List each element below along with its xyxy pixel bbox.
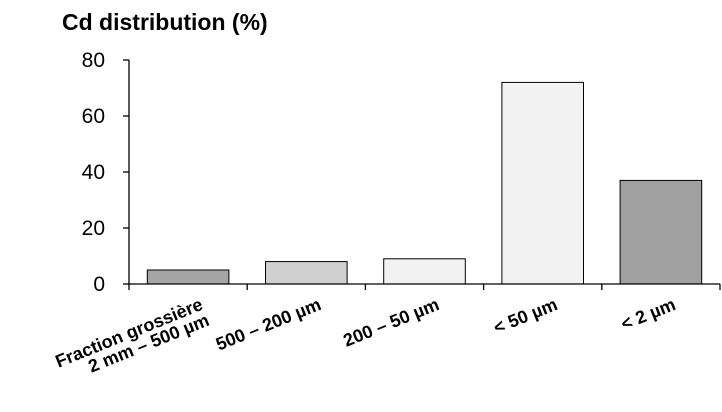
chart-title: Cd distribution (%) bbox=[62, 9, 268, 35]
x-tick-label: < 50 µm bbox=[491, 294, 561, 338]
bars bbox=[146, 81, 703, 285]
x-tick-label-line: < 2 µm bbox=[618, 294, 678, 334]
y-tick-label: 20 bbox=[82, 217, 105, 240]
x-tick-label: 500 – 200 µm bbox=[213, 294, 324, 354]
x-tick-label: Fraction grossière2 mm – 500 µm bbox=[52, 294, 211, 387]
x-tick-label-line: < 50 µm bbox=[491, 294, 561, 338]
bar bbox=[265, 261, 348, 285]
y-tick-label: 60 bbox=[82, 105, 105, 128]
y-tick-label: 40 bbox=[82, 161, 105, 184]
x-tick-label: 200 – 50 µm bbox=[340, 294, 442, 351]
bar bbox=[383, 258, 466, 285]
x-axis-ticks: Fraction grossière2 mm – 500 µm 500 – 200… bbox=[52, 284, 721, 387]
bar bbox=[501, 81, 584, 285]
y-axis-ticks: 0 20 40 60 80 bbox=[82, 49, 129, 296]
y-tick-label: 80 bbox=[82, 49, 105, 72]
x-tick-label: < 2 µm bbox=[618, 294, 678, 334]
x-tick-label-line: 500 – 200 µm bbox=[213, 294, 324, 354]
bar bbox=[146, 269, 230, 285]
bar bbox=[619, 179, 703, 285]
y-tick-label: 0 bbox=[93, 273, 105, 296]
x-tick-label-line: 200 – 50 µm bbox=[340, 294, 442, 351]
